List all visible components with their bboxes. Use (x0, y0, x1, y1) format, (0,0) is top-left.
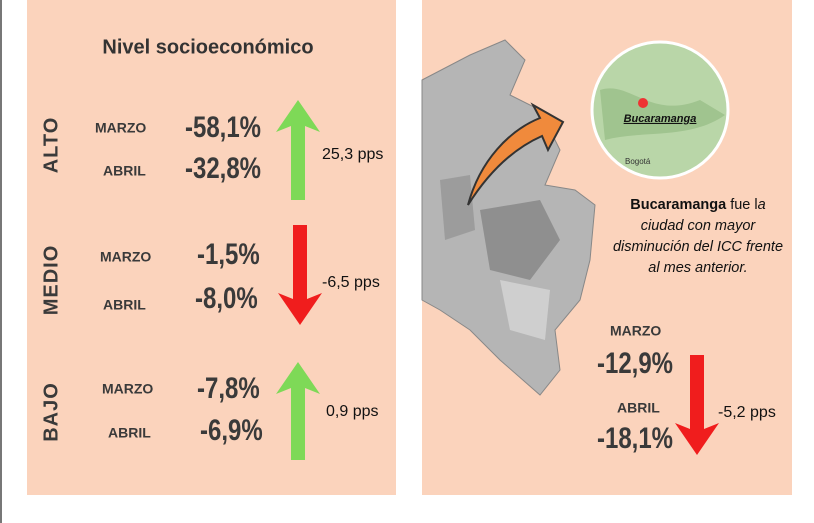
month-label: ABRIL (103, 163, 146, 179)
note-italic: a ciudad con mayor disminución del ICC f… (612, 197, 784, 276)
trend-arrow (276, 362, 320, 460)
month-label: MARZO (102, 381, 153, 397)
trend-arrow (675, 355, 719, 455)
value-label: -12,9% (597, 345, 673, 379)
month-label: MARZO (610, 323, 661, 339)
month-label: MARZO (100, 249, 151, 265)
change-label: -5,2 pps (718, 404, 776, 421)
value-label: -1,5% (197, 236, 260, 270)
value-label: -32,8% (185, 150, 261, 184)
map-label: Bucaramanga (624, 113, 697, 125)
level-label: MEDIO (40, 245, 62, 316)
level-label: BAJO (40, 382, 62, 442)
month-label: ABRIL (617, 400, 660, 416)
month-label: MARZO (95, 120, 146, 136)
value-label: -58,1% (185, 109, 261, 143)
value-label: -8,0% (195, 280, 258, 314)
trend-arrow (278, 225, 322, 325)
value-label: -18,1% (597, 420, 673, 454)
month-label: ABRIL (103, 297, 146, 313)
pointer-arrow (467, 102, 565, 206)
level-label: ALTO (40, 117, 62, 174)
value-label: -6,9% (200, 412, 263, 446)
city-map: Bucaramanga Bogotá (590, 40, 730, 180)
change-label: 0,9 pps (326, 403, 378, 420)
change-label: 25,3 pps (322, 146, 383, 163)
note-bold: Bucaramanga (630, 197, 727, 213)
left-panel (27, 0, 396, 495)
change-label: -6,5 pps (322, 274, 380, 291)
map-city: Bogotá (625, 157, 651, 166)
note-plain: fue l (726, 197, 758, 213)
trend-arrow (276, 100, 320, 200)
title: Nivel socioeconómico (102, 36, 313, 58)
map-silhouette (421, 39, 596, 396)
month-label: ABRIL (108, 425, 151, 441)
note: Bucaramanga fue la ciudad con mayor dism… (607, 195, 789, 279)
value-label: -7,8% (197, 370, 260, 404)
